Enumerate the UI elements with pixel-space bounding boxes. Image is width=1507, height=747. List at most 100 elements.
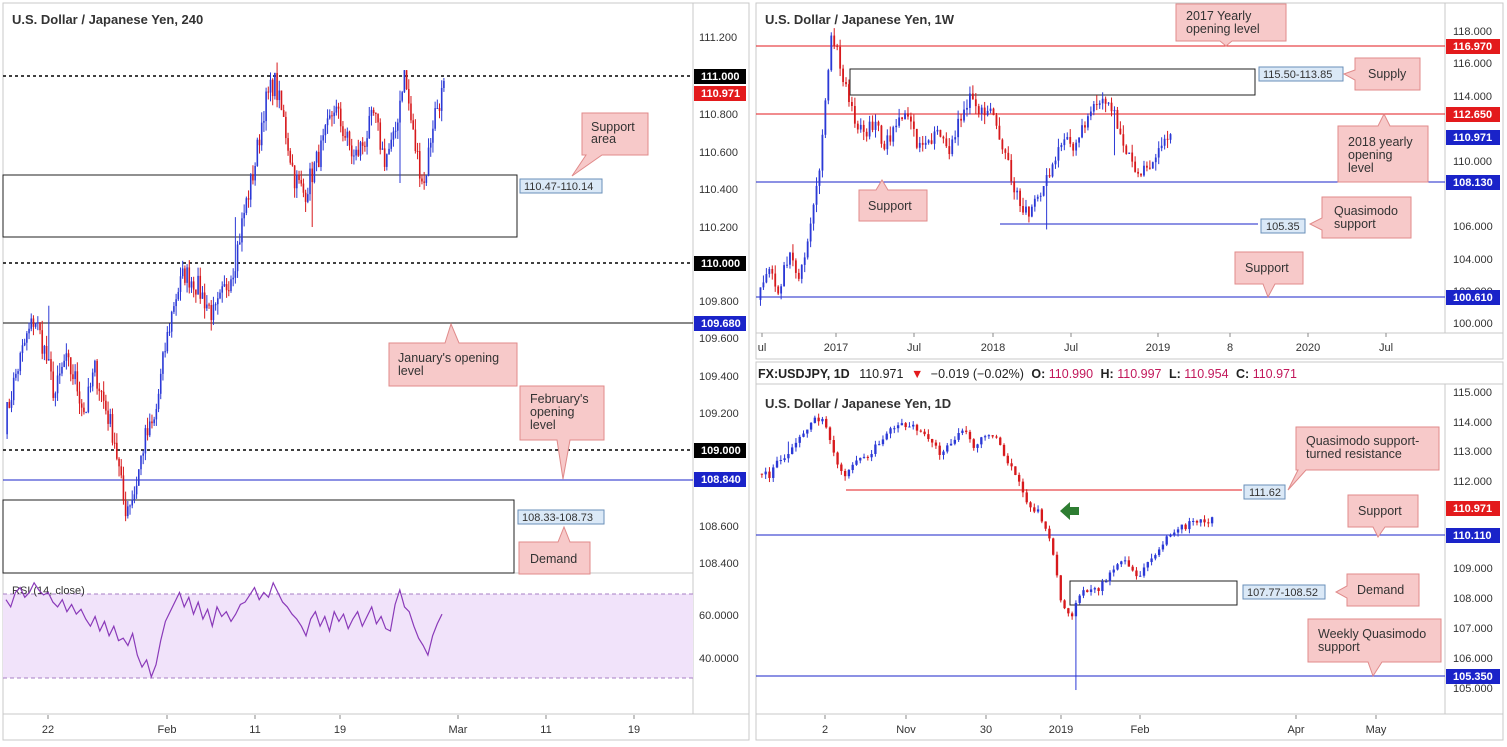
candle xyxy=(353,155,355,157)
candle xyxy=(1157,549,1161,556)
candle xyxy=(856,123,859,130)
candle xyxy=(809,223,812,242)
candle xyxy=(954,137,957,140)
candle xyxy=(364,145,366,147)
candle xyxy=(759,287,762,300)
candle xyxy=(760,473,764,475)
candle xyxy=(190,281,193,288)
callout-weekly-support: Support xyxy=(858,179,928,222)
candle xyxy=(1093,588,1096,590)
price-tag-110-000: 110.000 xyxy=(701,258,740,270)
candle xyxy=(443,80,445,88)
candle xyxy=(859,124,862,130)
candle xyxy=(309,168,311,195)
candle xyxy=(74,371,76,380)
candle xyxy=(1108,572,1112,582)
supply-zone-label: 115.50-113.85 xyxy=(1263,69,1332,81)
candle xyxy=(915,424,919,431)
demand-zone xyxy=(2,499,515,574)
candle xyxy=(337,106,340,109)
candle xyxy=(1059,575,1062,601)
candle xyxy=(48,359,50,361)
candle xyxy=(892,127,895,142)
candle xyxy=(842,68,844,83)
candle xyxy=(848,84,850,103)
daily-chart-panel[interactable]: FX:USDJPY, 1D 110.971 ▼ −0.019 (−0.02%) … xyxy=(755,361,1504,741)
candle xyxy=(293,165,296,189)
candle xyxy=(265,91,267,122)
candle xyxy=(15,373,17,378)
candle xyxy=(1036,509,1040,512)
callout-daily-demand-line1: Demand xyxy=(1357,583,1404,597)
daily-candles xyxy=(760,413,1214,691)
time-tick: 2019 xyxy=(1049,724,1073,736)
candle xyxy=(898,117,901,126)
price-tick: 105.000 xyxy=(1453,683,1493,695)
candle xyxy=(815,185,818,205)
candle xyxy=(1169,535,1172,537)
callout-support-area-line2: area xyxy=(591,132,616,146)
candle xyxy=(397,122,399,131)
candle xyxy=(320,140,322,168)
candle xyxy=(232,277,234,280)
candle xyxy=(113,442,116,444)
candle xyxy=(1029,502,1032,508)
candle xyxy=(434,108,436,129)
candle xyxy=(1148,167,1151,169)
candle xyxy=(901,117,903,120)
candle xyxy=(895,125,898,128)
candle xyxy=(168,331,171,333)
candle xyxy=(900,423,904,426)
d-tag-110-110: 110.110 xyxy=(1453,530,1492,542)
candle xyxy=(786,264,788,266)
candle xyxy=(199,275,202,299)
candle xyxy=(765,274,768,283)
time-tick: 2019 xyxy=(1146,342,1170,354)
candle xyxy=(853,106,856,124)
d-tag-last: 110.971 xyxy=(1453,503,1492,515)
candle xyxy=(1087,116,1089,128)
candle xyxy=(871,121,874,130)
support-area-zone-label: 110.47-110.14 xyxy=(524,181,593,193)
weekly-chart-panel[interactable]: U.S. Dollar / Japanese Yen, 1W 115.50-11… xyxy=(755,2,1504,360)
candle xyxy=(1033,198,1036,207)
daily-price-axis: 115.000 114.000 113.000 112.000 109.000 108.0… xyxy=(1453,387,1493,695)
callout-supply-line1: Supply xyxy=(1368,67,1407,81)
candle xyxy=(1120,561,1123,565)
price-tag-108-840-box xyxy=(694,472,746,487)
candle xyxy=(383,148,386,167)
time-tick: 11 xyxy=(249,724,260,736)
candle xyxy=(806,241,809,258)
ohlc-low: 110.954 xyxy=(1184,367,1228,381)
candle xyxy=(995,115,998,126)
candle xyxy=(1044,521,1047,529)
candle xyxy=(1072,143,1075,151)
candle xyxy=(260,122,263,146)
candle xyxy=(828,427,832,441)
price-tag-108-840: 108.840 xyxy=(701,474,741,486)
candle xyxy=(1017,474,1021,482)
h4-chart-panel[interactable]: U.S. Dollar / Japanese Yen, 240 110.47-1… xyxy=(2,2,750,741)
candle xyxy=(366,138,368,147)
candle xyxy=(862,124,865,132)
candle xyxy=(930,140,933,144)
candle xyxy=(1125,145,1128,154)
candle xyxy=(921,142,924,145)
candle xyxy=(1112,569,1115,573)
candle xyxy=(1173,532,1176,536)
candle xyxy=(1110,102,1113,112)
candle xyxy=(904,423,907,428)
d-tag-last-box xyxy=(1446,501,1500,516)
candle xyxy=(386,154,388,167)
price-tick: 114.000 xyxy=(1453,91,1492,103)
candle xyxy=(195,289,197,295)
candle xyxy=(855,460,858,465)
candle xyxy=(794,260,797,273)
candle xyxy=(1006,455,1009,464)
candle xyxy=(217,298,219,305)
candle xyxy=(777,286,780,294)
price-tag-111-000-box xyxy=(694,69,746,84)
candle xyxy=(41,330,44,354)
candle xyxy=(241,218,243,243)
callout-february-line2: opening xyxy=(530,405,575,419)
